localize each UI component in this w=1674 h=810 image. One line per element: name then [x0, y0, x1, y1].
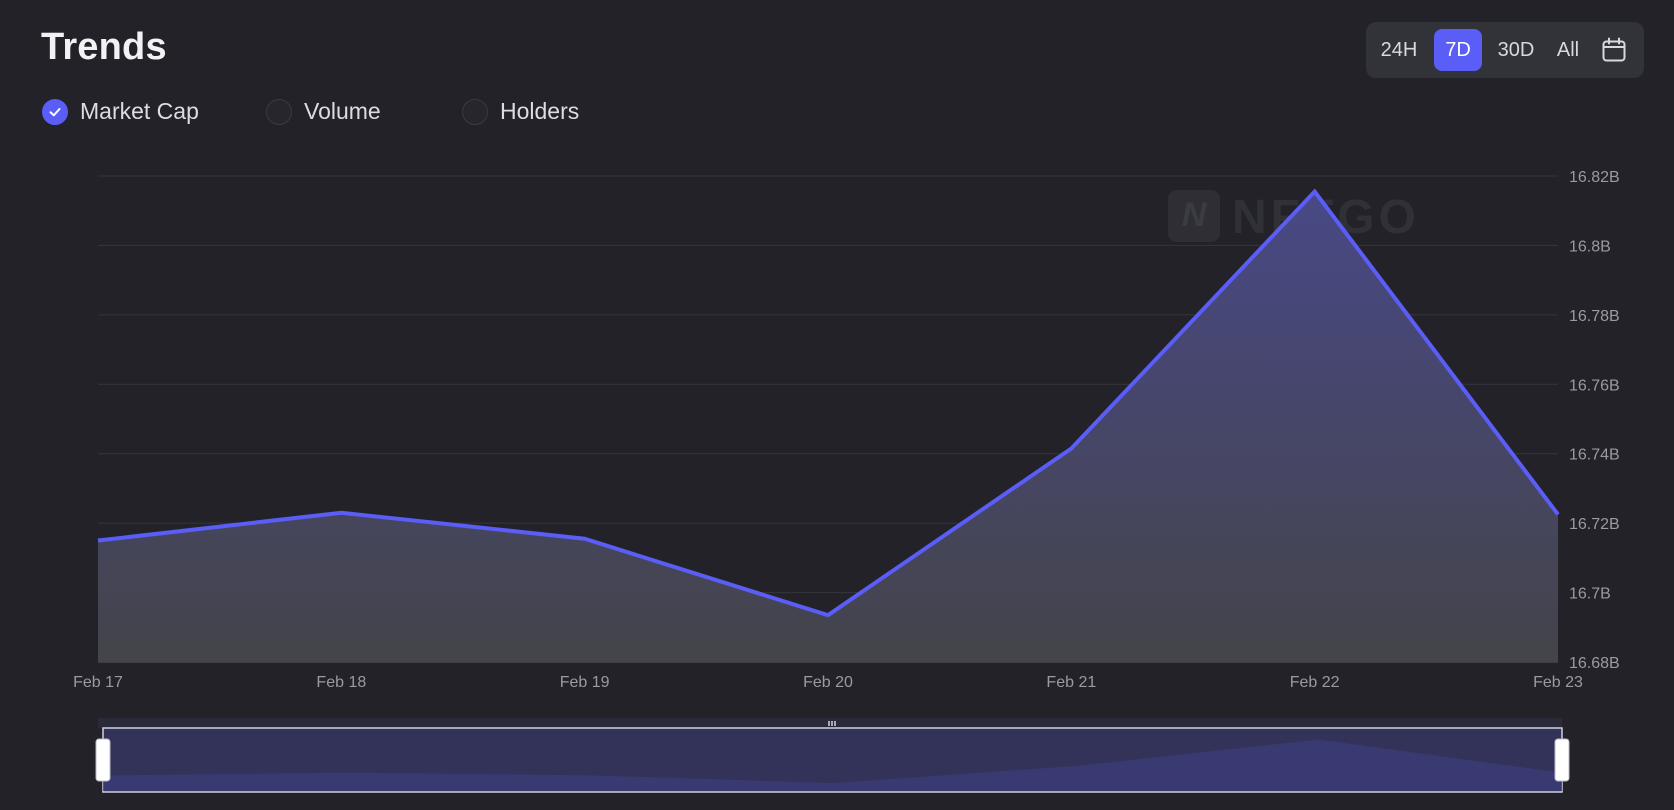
nftgo-logo-glyph: N [1182, 196, 1208, 234]
x-tick-label: Feb 18 [316, 674, 366, 691]
y-tick-label: 16.72B [1569, 516, 1620, 533]
metric-option-volume[interactable]: Volume [266, 98, 381, 125]
metric-label: Volume [304, 98, 381, 124]
series-area [98, 191, 1558, 662]
area-layer [97, 188, 1560, 662]
nftgo-logo-icon [1168, 190, 1220, 242]
y-tick-label: 16.82B [1569, 169, 1620, 186]
radio-icon [266, 98, 292, 125]
brush-handle-right[interactable] [1554, 738, 1570, 782]
metric-option-market-cap[interactable]: Market Cap [42, 98, 199, 125]
brush-preview-area [103, 739, 1562, 791]
range-all-button[interactable]: All [1556, 39, 1580, 61]
metric-label: Holders [500, 98, 580, 124]
checkmark-icon [42, 98, 68, 125]
radio-icon [462, 98, 488, 125]
y-axis: 16.68B 16.7B 16.72B 16.74B 16.76B 16.78B 16.8B… [1569, 169, 1620, 672]
range-brush[interactable] [95, 718, 1570, 793]
metric-label: Market Cap [80, 98, 199, 124]
y-tick-label: 16.74B [1569, 447, 1620, 464]
x-tick-label: Feb 20 [803, 674, 853, 691]
y-tick-label: 16.68B [1569, 655, 1620, 672]
y-tick-label: 16.8B [1569, 238, 1611, 255]
x-tick-label: Feb 23 [1533, 674, 1583, 691]
x-tick-label: Feb 17 [73, 674, 123, 691]
calendar-icon[interactable] [1600, 36, 1628, 64]
range-30d-button[interactable]: 30D [1497, 39, 1535, 61]
x-tick-label: Feb 19 [560, 674, 610, 691]
time-range-selector: 24H 7D 30D All [1366, 22, 1644, 78]
y-tick-label: 16.76B [1569, 377, 1620, 394]
x-tick-label: Feb 21 [1046, 674, 1096, 691]
y-tick-label: 16.7B [1569, 586, 1611, 603]
page-title: Trends [41, 26, 167, 68]
range-24h-button[interactable]: 24H [1380, 39, 1418, 61]
y-tick-label: 16.78B [1569, 308, 1620, 325]
metric-option-holders[interactable]: Holders [462, 98, 579, 125]
brush-track [98, 718, 1562, 728]
brush-handle-left[interactable] [95, 738, 111, 782]
x-axis: Feb 17 Feb 18 Feb 19 Feb 20 Feb 21 Feb 22 Feb … [73, 674, 1583, 691]
x-tick-label: Feb 22 [1290, 674, 1340, 691]
range-7d-button[interactable]: 7D [1434, 29, 1482, 71]
